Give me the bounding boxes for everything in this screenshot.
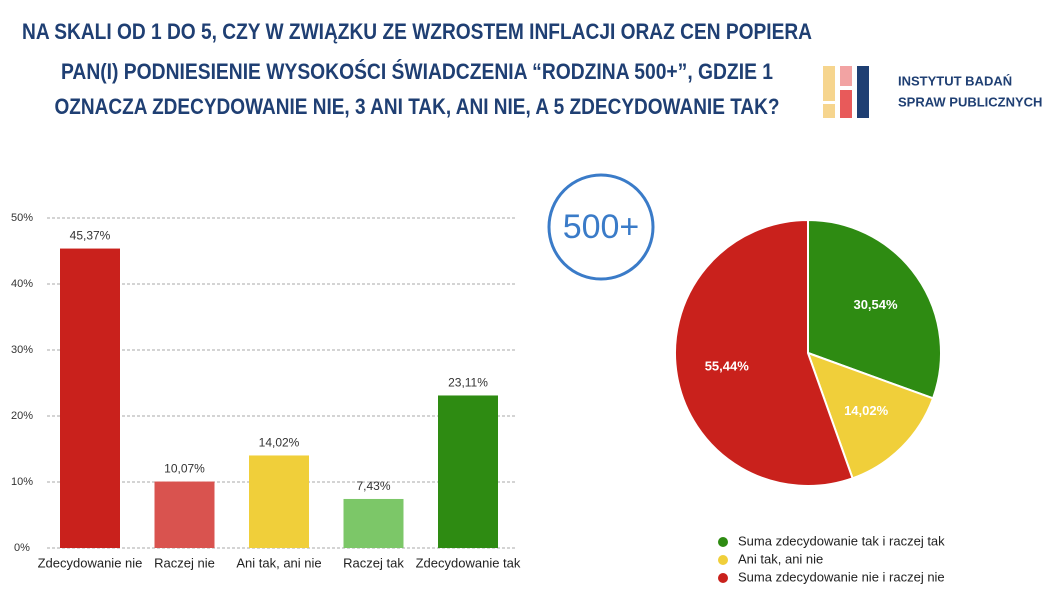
- x-tick-label: Raczej tak: [343, 555, 404, 570]
- badge-text: 500+: [563, 208, 640, 246]
- legend-marker: [718, 537, 728, 547]
- value-label: 45,37%: [70, 229, 111, 243]
- x-tick-label: Raczej nie: [154, 555, 215, 570]
- x-tick-label: Zdecydowanie nie: [38, 555, 143, 570]
- legend-label: Ani tak, ani nie: [738, 551, 823, 566]
- y-tick-label: 50%: [11, 212, 33, 224]
- pie-slice: [806, 351, 935, 480]
- badge-circle: [547, 173, 655, 281]
- x-tick-label: Zdecydowanie tak: [416, 555, 521, 570]
- logo-text: SPRAW PUBLICZNYCH: [898, 94, 1042, 109]
- value-label: 14,02%: [259, 436, 300, 450]
- y-tick-label: 0%: [14, 542, 30, 554]
- legend-label: Suma zdecydowanie nie i raczej nie: [738, 569, 945, 584]
- logo-icon: [823, 66, 869, 118]
- slice-label: 55,44%: [705, 358, 750, 373]
- pie-slice: [674, 218, 854, 487]
- pie-slice: [807, 218, 942, 400]
- title-line: OZNACZA ZDECYDOWANIE NIE, 3 ANI TAK, ANI…: [55, 94, 780, 119]
- y-tick-label: 40%: [11, 278, 33, 290]
- bar: [438, 395, 498, 548]
- y-tick-label: 30%: [11, 344, 33, 356]
- value-label: 7,43%: [356, 479, 390, 493]
- bar: [343, 498, 404, 548]
- value-label: 10,07%: [164, 462, 205, 476]
- y-tick-label: 20%: [11, 410, 33, 422]
- legend-marker: [718, 555, 728, 565]
- bar: [154, 481, 215, 548]
- slice-label: 30,54%: [853, 297, 898, 312]
- logo-text: INSTYTUT BADAŃ: [898, 73, 1012, 88]
- title-line: PAN(I) PODNIESIENIE WYSOKOŚCI ŚWIADCZENI…: [61, 59, 773, 84]
- bar: [60, 248, 120, 549]
- legend-label: Suma zdecydowanie tak i raczej tak: [738, 533, 945, 548]
- title-line: NA SKALI OD 1 DO 5, CZY W ZWIĄZKU ZE WZR…: [22, 19, 812, 44]
- slice-label: 14,02%: [844, 403, 889, 418]
- x-tick-label: Ani tak, ani nie: [236, 555, 321, 570]
- legend-marker: [718, 573, 728, 583]
- y-tick-label: 10%: [11, 476, 33, 488]
- bar: [249, 455, 309, 548]
- value-label: 23,11%: [448, 376, 488, 390]
